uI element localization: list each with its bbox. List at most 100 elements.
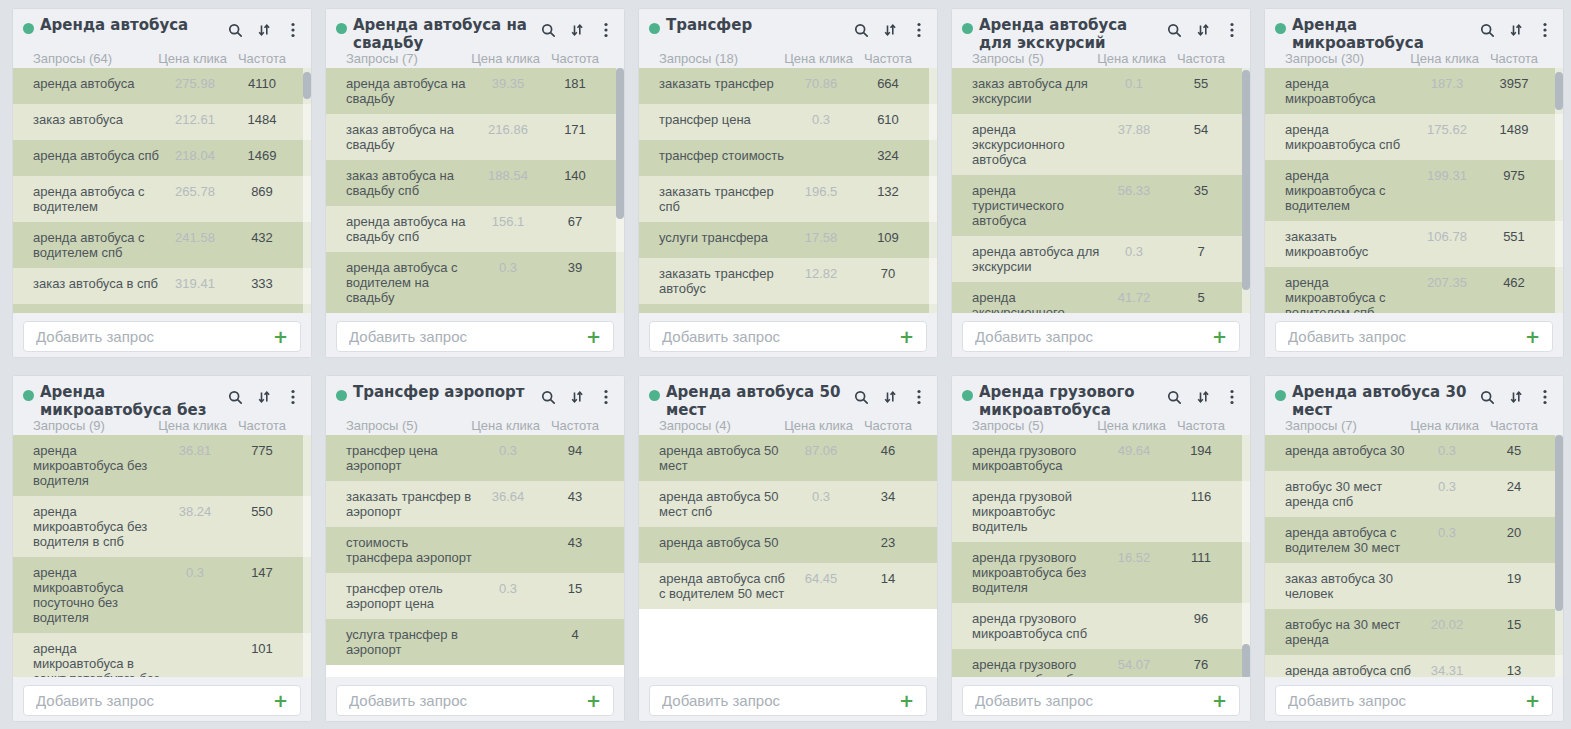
query-row[interactable]: заказать трансфер автобус12.8270 [639, 258, 937, 304]
query-row[interactable]: заказ автобуса для экскурсии0.155 [952, 68, 1250, 114]
query-row[interactable]: заказать трансфер спб196.5132 [639, 176, 937, 222]
query-row[interactable]: трансфер цена аэропорт0.394 [326, 435, 624, 481]
add-query-plus-icon[interactable]: + [1204, 328, 1239, 346]
kebab-menu-icon[interactable] [911, 389, 927, 405]
query-row[interactable]: заказ автобуса на свадьбу216.86171 [326, 114, 624, 160]
add-query-input[interactable] [1276, 692, 1517, 709]
search-icon[interactable] [1479, 22, 1495, 38]
query-row[interactable]: автобус на 30 мест аренда20.0215 [1265, 609, 1563, 655]
add-query-plus-icon[interactable]: + [891, 692, 926, 710]
query-row[interactable]: аренда грузового микроавтобуса без54.077… [952, 649, 1250, 677]
query-row[interactable]: автобус 30 мест аренда спб0.324 [1265, 471, 1563, 517]
scrollbar-thumb[interactable] [616, 68, 624, 219]
add-query-plus-icon[interactable]: + [578, 328, 613, 346]
scrollbar-thumb[interactable] [1242, 644, 1250, 677]
query-row[interactable]: аренда микроавтобуса без водителя в спб3… [13, 496, 311, 557]
query-row[interactable]: услуги трансфера17.58109 [639, 222, 937, 258]
query-row[interactable]: аренда автобуса с водителем на свадьбу0.… [326, 252, 624, 313]
kebab-menu-icon[interactable] [1537, 389, 1553, 405]
query-row[interactable]: аренда автобуса275.984110 [13, 68, 311, 104]
search-icon[interactable] [540, 22, 556, 38]
scrollbar-track[interactable] [303, 68, 311, 313]
kebab-menu-icon[interactable] [598, 389, 614, 405]
query-row[interactable]: стоимость трансфера аэропорт43 [326, 527, 624, 573]
query-row[interactable]: аренда микроавтобуса спб175.621489 [1265, 114, 1563, 160]
query-row[interactable]: аренда автобуса 300.345 [1265, 435, 1563, 471]
query-row[interactable]: аренда грузового микроавтобуса49.64194 [952, 435, 1250, 481]
add-query-input[interactable] [650, 692, 891, 709]
query-row[interactable]: заказать трансфер в аэропорт36.6443 [326, 481, 624, 527]
add-query-plus-icon[interactable]: + [265, 692, 300, 710]
add-query-plus-icon[interactable]: + [891, 328, 926, 346]
query-row[interactable]: аренда автобуса на свадьбу39.35181 [326, 68, 624, 114]
search-icon[interactable] [227, 389, 243, 405]
query-row[interactable]: аренда микроавтобуса с водителем199.3197… [1265, 160, 1563, 221]
query-row[interactable]: аренда экскурсионного автобуса37.8854 [952, 114, 1250, 175]
add-query-input[interactable] [650, 328, 891, 345]
query-row[interactable]: аренда автобуса для экскурсии0.37 [952, 236, 1250, 282]
query-row[interactable]: услуга трансфер в аэропорт4 [326, 619, 624, 665]
query-row[interactable]: заказ автобуса212.611484 [13, 104, 311, 140]
kebab-menu-icon[interactable] [598, 22, 614, 38]
sort-icon[interactable] [1195, 389, 1211, 405]
search-icon[interactable] [1166, 22, 1182, 38]
add-query-plus-icon[interactable]: + [578, 692, 613, 710]
kebab-menu-icon[interactable] [1224, 389, 1240, 405]
add-query-plus-icon[interactable]: + [265, 328, 300, 346]
kebab-menu-icon[interactable] [1224, 22, 1240, 38]
query-row[interactable]: аренда автобуса 50 мест87.0646 [639, 435, 937, 481]
kebab-menu-icon[interactable] [1537, 22, 1553, 38]
search-icon[interactable] [1166, 389, 1182, 405]
query-row[interactable]: аренда микроавтобуса187.33957 [1265, 68, 1563, 114]
query-row[interactable]: аренда автобуса с водителем265.78869 [13, 176, 311, 222]
search-icon[interactable] [1479, 389, 1495, 405]
query-row[interactable]: аренда грузового микроавтобуса спб96 [952, 603, 1250, 649]
add-query-input[interactable] [24, 692, 265, 709]
query-row[interactable]: аренда микроавтобуса без водителя36.8177… [13, 435, 311, 496]
sort-icon[interactable] [569, 22, 585, 38]
query-row[interactable]: аренда автобуса спб с водителем 50 мест6… [639, 563, 937, 609]
sort-icon[interactable] [1508, 22, 1524, 38]
kebab-menu-icon[interactable] [285, 22, 301, 38]
sort-icon[interactable] [1508, 389, 1524, 405]
add-query-input[interactable] [963, 692, 1204, 709]
add-query-input[interactable] [963, 328, 1204, 345]
query-row[interactable]: аренда экскурсионного41.725 [952, 282, 1250, 313]
add-query-input[interactable] [1276, 328, 1517, 345]
query-row[interactable]: аренда туристического автобуса56.3335 [952, 175, 1250, 236]
kebab-menu-icon[interactable] [911, 22, 927, 38]
add-query-input[interactable] [24, 328, 265, 345]
query-row[interactable]: заказать микроавтобус106.78551 [1265, 221, 1563, 267]
search-icon[interactable] [853, 22, 869, 38]
add-query-plus-icon[interactable]: + [1517, 692, 1552, 710]
query-row[interactable]: аренда грузовой микроавтобус водитель116 [952, 481, 1250, 542]
query-row[interactable]: аренда микроавтобуса в санкт петербурге … [13, 633, 311, 677]
sort-icon[interactable] [256, 389, 272, 405]
sort-icon[interactable] [882, 389, 898, 405]
scrollbar-thumb[interactable] [1242, 70, 1250, 290]
query-row[interactable]: аренда грузового микроавтобуса без водит… [952, 542, 1250, 603]
scrollbar-thumb[interactable] [303, 72, 311, 99]
query-row[interactable]: аренда автобуса 5023 [639, 527, 937, 563]
scrollbar-thumb[interactable] [1555, 435, 1563, 611]
query-row[interactable]: аренда микроавтобуса посуточно без водит… [13, 557, 311, 633]
sort-icon[interactable] [882, 22, 898, 38]
query-row[interactable]: заказ автобуса 30 человек19 [1265, 563, 1563, 609]
add-query-input[interactable] [337, 692, 578, 709]
query-row[interactable]: аренда автобуса с водителем спб241.58432 [13, 222, 311, 268]
sort-icon[interactable] [1195, 22, 1211, 38]
query-row[interactable]: аренда автобуса 50 мест спб0.334 [639, 481, 937, 527]
query-row[interactable]: трансфер стоимость324 [639, 140, 937, 176]
query-row[interactable]: аренда автобуса спб34.3113 [1265, 655, 1563, 677]
query-row[interactable]: трансфер цена0.3610 [639, 104, 937, 140]
query-row[interactable]: аренда автобуса на свадьбу спб156.167 [326, 206, 624, 252]
sort-icon[interactable] [256, 22, 272, 38]
search-icon[interactable] [227, 22, 243, 38]
query-row[interactable]: заказать трансфер70.86664 [639, 68, 937, 104]
scrollbar-track[interactable] [1242, 435, 1250, 677]
kebab-menu-icon[interactable] [285, 389, 301, 405]
query-row[interactable]: аренда автобуса с водителем 30 мест0.320 [1265, 517, 1563, 563]
query-row[interactable]: трансфер отель аэропорт цена0.315 [326, 573, 624, 619]
query-row[interactable]: аренда микроавтобуса с водителем спб207.… [1265, 267, 1563, 313]
add-query-input[interactable] [337, 328, 578, 345]
